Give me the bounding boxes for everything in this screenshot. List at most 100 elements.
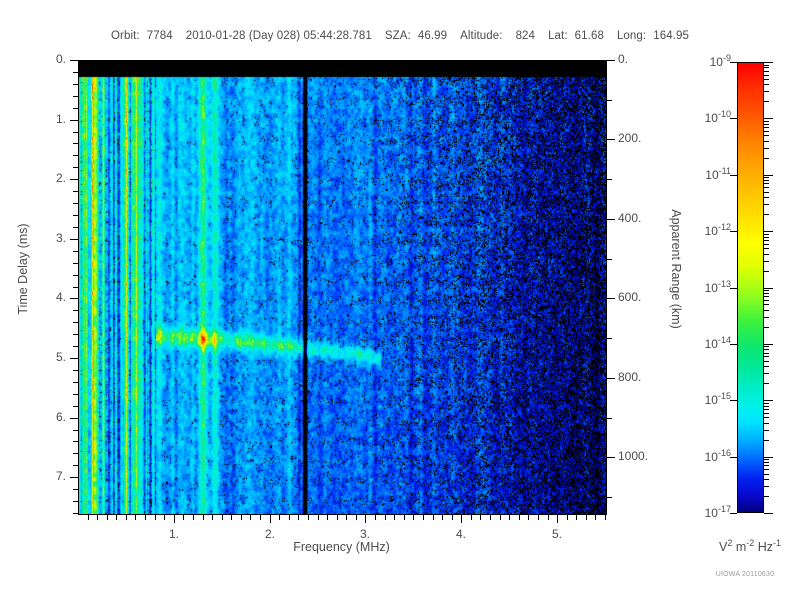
colorbar-minor-tick	[764, 65, 769, 66]
colorbar-minor-tick	[764, 261, 769, 262]
y-left-minor-tick	[73, 84, 78, 85]
x-minor-tick	[480, 515, 481, 520]
colorbar-minor-tick	[764, 214, 769, 215]
x-minor-tick	[605, 515, 606, 520]
x-minor-tick	[116, 515, 117, 520]
colorbar-minor-tick	[764, 486, 769, 487]
x-minor-tick	[346, 515, 347, 520]
colorbar-minor-tick	[764, 417, 769, 418]
x-minor-tick	[155, 515, 156, 520]
colorbar-major-tick	[764, 400, 773, 401]
x-minor-tick	[576, 515, 577, 520]
y-left-minor-tick	[73, 251, 78, 252]
x-minor-tick	[250, 515, 251, 520]
y-left-minor-tick	[73, 334, 78, 335]
y-left-tick-label: 3.	[55, 231, 66, 245]
colorbar-minor-tick	[764, 71, 769, 72]
y-right-minor-tick	[607, 497, 612, 498]
y-left-minor-tick	[73, 263, 78, 264]
y-left-minor-tick	[73, 132, 78, 133]
y-right-major-tick	[607, 139, 615, 140]
y-right-tick-label: 1000.	[618, 449, 649, 463]
colorbar-minor-tick	[764, 121, 769, 122]
colorbar-minor-tick	[764, 183, 769, 184]
colorbar-minor-tick	[764, 240, 769, 241]
colorbar-tick-label: 10-10	[704, 109, 731, 125]
colorbar-tick-label: 10-14	[704, 335, 731, 351]
orbit-label: Orbit:	[111, 30, 140, 42]
colorbar-minor-tick	[764, 366, 769, 367]
header-info-line: Orbit: 7784 2010-01-28 (Day 028) 05:44:28.…	[0, 30, 800, 42]
x-minor-tick	[509, 515, 510, 520]
x-minor-tick	[231, 515, 232, 520]
colorbar-minor-tick	[764, 271, 769, 272]
colorbar-major-tick	[764, 175, 773, 176]
colorbar-minor-tick	[764, 180, 769, 181]
x-minor-tick	[356, 515, 357, 520]
x-minor-tick	[595, 515, 596, 520]
y-left-major-tick	[70, 60, 78, 61]
colorbar-minor-tick	[764, 423, 769, 424]
x-major-tick	[270, 515, 271, 523]
y-left-major-tick	[70, 358, 78, 359]
colorbar-tick-label: 10-16	[704, 448, 731, 464]
colorbar-major-tick	[764, 62, 773, 63]
y-left-minor-tick	[73, 346, 78, 347]
lat-value: 61.68	[574, 30, 604, 42]
y-left-major-tick	[70, 239, 78, 240]
x-minor-tick	[145, 515, 146, 520]
colorbar-minor-tick	[764, 197, 769, 198]
y-right-major-tick	[607, 219, 615, 220]
y-left-minor-tick	[73, 155, 78, 156]
x-minor-tick	[88, 515, 89, 520]
colorbar-minor-tick	[764, 101, 769, 102]
y-left-minor-tick	[73, 453, 78, 454]
colorbar-minor-tick	[764, 248, 769, 249]
colorbar-minor-tick	[764, 254, 769, 255]
y-right-minor-tick	[607, 179, 612, 180]
colorbar-tick-label: 10-15	[704, 391, 731, 407]
x-minor-tick	[528, 515, 529, 520]
y-left-minor-tick	[73, 203, 78, 204]
y-right-major-tick	[607, 60, 615, 61]
x-minor-tick	[298, 515, 299, 520]
colorbar-minor-tick	[764, 462, 769, 463]
colorbar-gradient	[737, 62, 764, 513]
colorbar-tick-label: 10-12	[704, 222, 731, 238]
y-left-minor-tick	[73, 191, 78, 192]
y-left-minor-tick	[73, 441, 78, 442]
y-left-major-tick	[70, 418, 78, 419]
colorbar-minor-tick	[764, 158, 769, 159]
colorbar-major-tick	[764, 118, 773, 119]
y-left-minor-tick	[73, 501, 78, 502]
colorbar-minor-tick	[764, 349, 769, 350]
colorbar-minor-tick	[764, 296, 769, 297]
observation-datetime: 2010-01-28 (Day 028) 05:44:28.781	[185, 30, 372, 42]
y-left-minor-tick	[73, 167, 78, 168]
colorbar-minor-tick	[764, 148, 769, 149]
y-right-tick-label: 200.	[618, 131, 642, 145]
colorbar-minor-tick	[764, 75, 769, 76]
colorbar-minor-tick	[764, 413, 769, 414]
colorbar-minor-tick	[764, 469, 769, 470]
x-minor-tick	[548, 515, 549, 520]
x-minor-tick	[471, 515, 472, 520]
y-right-tick-label: 600.	[618, 290, 642, 304]
x-minor-tick	[404, 515, 405, 520]
colorbar-major-tick	[764, 457, 773, 458]
y-left-minor-tick	[73, 394, 78, 395]
y-axis-right-title: Apparent Range (km)	[669, 209, 683, 329]
sza-label: SZA:	[384, 30, 411, 42]
colorbar-minor-tick	[764, 234, 769, 235]
x-minor-tick	[183, 515, 184, 520]
y-right-major-tick	[607, 378, 615, 379]
y-left-minor-tick	[73, 430, 78, 431]
y-left-tick-label: 4.	[55, 290, 66, 304]
y-left-tick-label: 6.	[55, 410, 66, 424]
colorbar-minor-tick	[764, 135, 769, 136]
x-major-tick	[365, 515, 366, 523]
y-right-minor-tick	[607, 259, 612, 260]
y-left-minor-tick	[73, 406, 78, 407]
colorbar-minor-tick	[764, 361, 769, 362]
y-left-tick-label: 0.	[55, 52, 66, 66]
